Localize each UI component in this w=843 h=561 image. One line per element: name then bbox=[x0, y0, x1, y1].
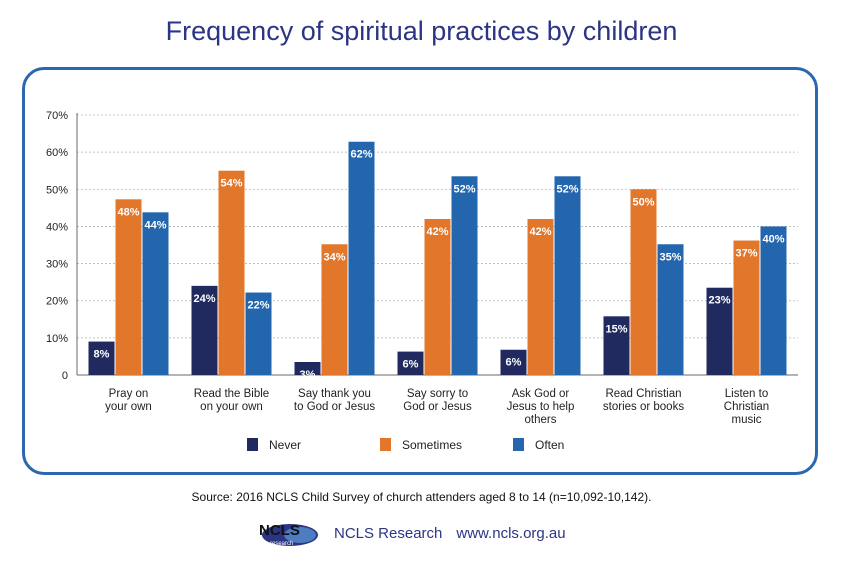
x-tick-label: on your own bbox=[200, 401, 263, 413]
data-label: 34% bbox=[323, 251, 345, 263]
legend-swatch-often bbox=[513, 438, 524, 451]
legend-swatch-never bbox=[247, 438, 258, 451]
data-label: 42% bbox=[529, 226, 551, 238]
y-tick-label: 50% bbox=[46, 184, 68, 196]
x-tick-label: Christian bbox=[724, 401, 769, 413]
y-tick-label: 40% bbox=[46, 221, 68, 233]
chart-title: Frequency of spiritual practices by chil… bbox=[165, 16, 678, 46]
legend-label-often: Often bbox=[535, 438, 564, 452]
data-label: 15% bbox=[605, 323, 627, 335]
x-tick-label: Read Christian bbox=[605, 388, 681, 400]
data-label: 6% bbox=[506, 357, 522, 369]
bar-sometimes bbox=[218, 170, 245, 375]
source-note: Source: 2016 NCLS Child Survey of church… bbox=[191, 490, 652, 504]
y-tick-label: 20% bbox=[46, 296, 68, 308]
bar-often bbox=[451, 176, 478, 375]
bar-never bbox=[88, 341, 115, 375]
data-label: 48% bbox=[117, 206, 139, 218]
data-label: 24% bbox=[193, 293, 215, 305]
data-label: 50% bbox=[632, 196, 654, 208]
bar-never bbox=[706, 287, 733, 375]
legend-label-never: Never bbox=[269, 438, 301, 452]
data-label: 52% bbox=[453, 183, 475, 195]
data-label: 37% bbox=[735, 248, 757, 260]
bar-sometimes bbox=[424, 219, 451, 375]
footer: NCLS research NCLS Research www.ncls.org… bbox=[256, 516, 566, 550]
x-tick-label: Pray on bbox=[109, 388, 149, 400]
y-tick-label: 70% bbox=[46, 110, 68, 122]
y-tick-label: 0 bbox=[62, 370, 68, 382]
x-tick-label: your own bbox=[105, 401, 152, 413]
x-tick-label: Say thank you bbox=[298, 388, 371, 400]
data-label: 22% bbox=[247, 300, 269, 312]
data-label: 3% bbox=[300, 369, 316, 381]
bar-never bbox=[294, 362, 321, 375]
bar-chart: 0 10% 20% 30% 40% 50% 60% 70% 8% 48% 44% 24% 54% 22%… bbox=[46, 110, 798, 452]
x-tick-label: to God or Jesus bbox=[294, 401, 375, 413]
x-tick-label: music bbox=[731, 414, 761, 426]
bar-often bbox=[554, 176, 581, 375]
bar-never bbox=[500, 349, 527, 375]
bar-sometimes bbox=[321, 244, 348, 375]
legend-label-sometimes: Sometimes bbox=[402, 438, 462, 452]
data-label: 54% bbox=[220, 178, 242, 190]
bar-never bbox=[397, 351, 424, 375]
x-tick-label: Read the Bible bbox=[194, 388, 269, 400]
data-label: 42% bbox=[426, 226, 448, 238]
y-tick-label: 60% bbox=[46, 147, 68, 159]
data-label: 44% bbox=[144, 219, 166, 231]
y-axis: 0 10% 20% 30% 40% 50% 60% 70% bbox=[46, 110, 68, 382]
data-label: 40% bbox=[762, 233, 784, 245]
data-label: 62% bbox=[350, 149, 372, 161]
data-label: 52% bbox=[556, 183, 578, 195]
bar-sometimes bbox=[630, 189, 657, 375]
data-label: 6% bbox=[403, 359, 419, 371]
x-tick-label: God or Jesus bbox=[403, 401, 472, 413]
x-tick-label: Say sorry to bbox=[407, 388, 468, 400]
bar-never bbox=[603, 316, 630, 375]
bar-sometimes bbox=[527, 219, 554, 375]
x-tick-label: stories or books bbox=[603, 401, 684, 413]
bar-often bbox=[760, 226, 787, 375]
logo-subtext: research bbox=[270, 541, 293, 547]
bar-often bbox=[657, 244, 684, 375]
legend-swatch-sometimes bbox=[380, 438, 391, 451]
chart-frame bbox=[22, 67, 818, 475]
bar-often bbox=[245, 292, 272, 375]
website-link[interactable]: www.ncls.org.au bbox=[456, 524, 566, 542]
bar-often bbox=[348, 141, 375, 375]
legend: Never Sometimes Often bbox=[247, 438, 564, 452]
bar-sometimes bbox=[733, 240, 760, 375]
x-tick-label: Jesus to help bbox=[507, 401, 575, 413]
y-tick-label: 30% bbox=[46, 259, 68, 271]
data-label: 35% bbox=[659, 251, 681, 263]
logo-text: NCLS bbox=[259, 522, 300, 539]
x-tick-label: Ask God or bbox=[512, 388, 570, 400]
ncls-logo: NCLS research bbox=[256, 518, 320, 548]
bar-never bbox=[191, 285, 218, 375]
org-name: NCLS Research bbox=[334, 524, 443, 542]
bar-often bbox=[142, 212, 169, 375]
bar-sometimes bbox=[115, 199, 142, 375]
y-tick-label: 10% bbox=[46, 333, 68, 345]
x-tick-label: Listen to bbox=[725, 388, 768, 400]
data-label: 8% bbox=[94, 349, 110, 361]
x-tick-label: others bbox=[525, 414, 557, 426]
bar-series: 8% 48% 44% 24% 54% 22% 3% 34% 62% 6% 42% 52% 6% 42% 52… bbox=[88, 141, 787, 381]
data-label: 23% bbox=[708, 295, 730, 307]
